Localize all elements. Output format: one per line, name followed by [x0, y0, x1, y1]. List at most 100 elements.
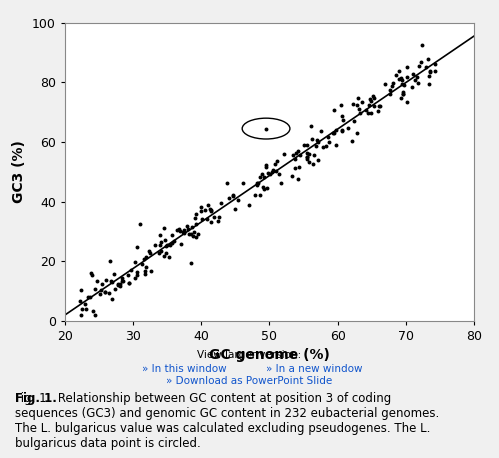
Point: [183, 222, 191, 229]
Point: [418, 41, 426, 48]
Point: [185, 230, 193, 238]
Point: [303, 142, 311, 149]
Point: [176, 228, 184, 235]
Point: [87, 269, 95, 277]
Point: [399, 90, 407, 98]
Point: [77, 287, 85, 294]
Point: [367, 97, 375, 104]
Point: [253, 181, 261, 188]
Point: [76, 311, 84, 318]
Point: [337, 102, 345, 109]
Point: [397, 74, 405, 82]
Point: [190, 233, 198, 240]
Point: [82, 305, 90, 313]
Point: [426, 67, 434, 75]
Point: [369, 93, 377, 100]
Point: [306, 122, 314, 129]
Point: [191, 228, 199, 235]
Point: [374, 107, 382, 114]
Point: [91, 311, 99, 318]
Point: [131, 259, 139, 266]
Point: [314, 157, 322, 164]
Point: [180, 229, 188, 236]
Point: [254, 179, 262, 186]
Text: » In a new window: » In a new window: [266, 364, 363, 374]
Point: [89, 307, 97, 314]
Point: [168, 240, 176, 247]
Point: [251, 191, 259, 199]
Point: [403, 63, 411, 71]
Point: [163, 241, 171, 249]
Point: [198, 215, 206, 222]
Point: [229, 192, 237, 200]
Point: [353, 101, 361, 109]
Point: [165, 254, 173, 261]
Point: [204, 216, 212, 223]
Point: [415, 63, 423, 70]
Point: [204, 201, 212, 208]
Point: [303, 155, 311, 163]
X-axis label: GC genome (%): GC genome (%): [209, 348, 330, 362]
Point: [290, 155, 298, 163]
Point: [179, 228, 187, 235]
Point: [388, 82, 396, 90]
Point: [147, 267, 155, 275]
Point: [119, 277, 127, 284]
Point: [133, 269, 141, 276]
Point: [86, 293, 94, 300]
Point: [78, 305, 86, 312]
Point: [395, 68, 403, 75]
Point: [356, 109, 364, 116]
Text: Fig. 1.: Fig. 1.: [15, 392, 57, 404]
Point: [234, 196, 242, 204]
Point: [262, 125, 270, 132]
Point: [258, 170, 266, 178]
Point: [310, 152, 318, 159]
Point: [108, 278, 116, 285]
Point: [398, 76, 406, 83]
Point: [397, 95, 405, 102]
Point: [214, 218, 222, 225]
Point: [98, 280, 106, 287]
Point: [192, 233, 200, 240]
Point: [408, 83, 416, 90]
Point: [133, 243, 141, 250]
Point: [392, 71, 400, 79]
Point: [125, 279, 133, 287]
Point: [338, 127, 346, 134]
Point: [370, 95, 378, 102]
Point: [319, 143, 327, 151]
Point: [332, 142, 340, 149]
Point: [160, 224, 168, 232]
Point: [272, 167, 280, 174]
Point: [194, 230, 202, 238]
Point: [362, 106, 370, 114]
Point: [295, 163, 303, 170]
Point: [344, 124, 352, 131]
Point: [263, 184, 271, 191]
Point: [111, 285, 119, 292]
Point: [206, 206, 214, 213]
Point: [366, 96, 374, 103]
Point: [142, 263, 150, 271]
Point: [330, 107, 338, 114]
Point: [294, 148, 302, 155]
Point: [411, 76, 419, 84]
Point: [330, 129, 338, 136]
Point: [125, 280, 133, 287]
Point: [131, 275, 139, 282]
Point: [332, 126, 340, 133]
Point: [187, 260, 195, 267]
Text: View larger version:: View larger version:: [198, 350, 301, 360]
Point: [376, 103, 384, 110]
Point: [173, 227, 181, 234]
Point: [386, 90, 394, 98]
Point: [142, 254, 150, 261]
Point: [229, 191, 237, 198]
Point: [324, 139, 332, 146]
Point: [264, 169, 272, 177]
Point: [399, 88, 407, 96]
Point: [207, 206, 215, 213]
Point: [355, 105, 363, 112]
Point: [217, 199, 225, 207]
